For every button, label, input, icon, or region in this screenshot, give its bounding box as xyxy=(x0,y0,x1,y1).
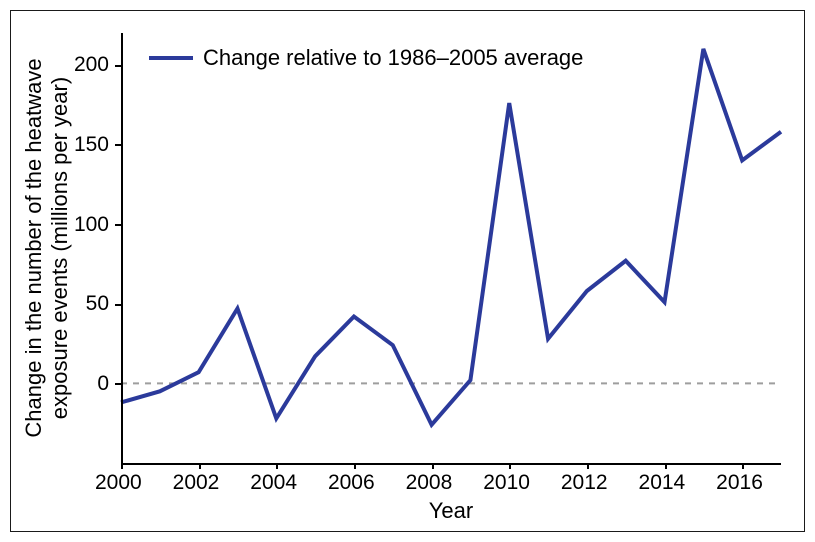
x-tick xyxy=(742,463,744,469)
x-tick-label: 2010 xyxy=(483,471,530,495)
x-axis-spine xyxy=(121,463,781,465)
x-tick-label: 2008 xyxy=(406,471,453,495)
x-tick-label: 2000 xyxy=(95,471,142,495)
x-tick-label: 2014 xyxy=(639,471,686,495)
series-line xyxy=(121,49,781,425)
x-tick-label: 2016 xyxy=(716,471,763,495)
y-tick xyxy=(115,383,121,385)
x-axis-label: Year xyxy=(121,498,781,524)
y-tick-label: 150 xyxy=(74,133,109,157)
x-tick xyxy=(432,463,434,469)
y-tick-label: 100 xyxy=(74,213,109,237)
chart-frame: Change in the number of the heatwaveexpo… xyxy=(10,10,805,532)
x-tick-label: 2006 xyxy=(328,471,375,495)
x-tick xyxy=(199,463,201,469)
y-axis-spine xyxy=(121,33,123,463)
x-tick xyxy=(509,463,511,469)
x-tick xyxy=(665,463,667,469)
y-tick xyxy=(115,224,121,226)
legend-line-swatch xyxy=(149,56,193,60)
y-tick xyxy=(115,144,121,146)
y-axis-label-line: Change in the number of the heatwave xyxy=(21,33,47,463)
chart-svg xyxy=(121,33,781,463)
x-tick xyxy=(276,463,278,469)
x-tick xyxy=(354,463,356,469)
x-tick-label: 2004 xyxy=(250,471,297,495)
plot-area xyxy=(121,33,781,463)
y-tick-label: 200 xyxy=(74,53,109,77)
x-tick xyxy=(121,463,123,469)
y-axis-label: Change in the number of the heatwaveexpo… xyxy=(21,33,73,463)
x-axis-label-text: Year xyxy=(429,498,473,523)
x-tick-label: 2012 xyxy=(561,471,608,495)
y-tick xyxy=(115,304,121,306)
legend-series-label: Change relative to 1986–2005 average xyxy=(203,45,583,71)
x-tick-label: 2002 xyxy=(173,471,220,495)
legend: Change relative to 1986–2005 average xyxy=(149,45,583,71)
y-tick-label: 0 xyxy=(97,372,109,396)
y-tick xyxy=(115,65,121,67)
x-tick xyxy=(587,463,589,469)
y-axis-label-line: exposure events (millions per year) xyxy=(47,33,73,463)
y-tick-label: 50 xyxy=(86,292,109,316)
